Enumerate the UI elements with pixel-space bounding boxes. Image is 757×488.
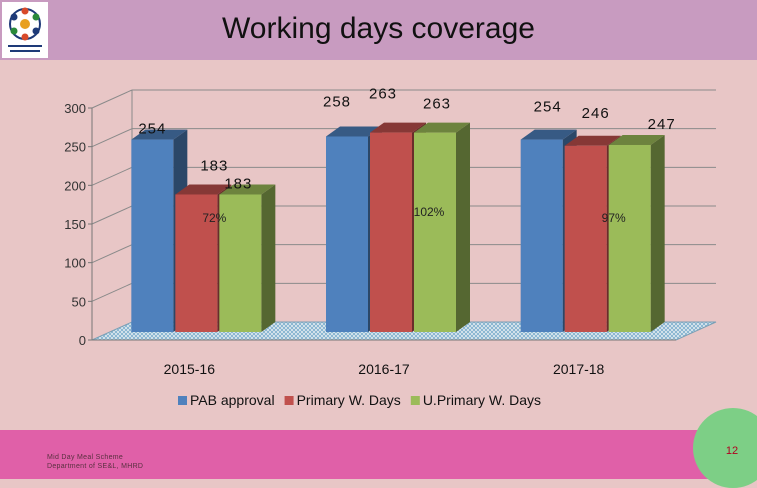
x-tick-label: 2017-18 — [553, 361, 605, 377]
percent-label: 72% — [202, 211, 226, 225]
data-label: 246 — [582, 105, 610, 122]
bar — [326, 136, 368, 332]
y-tick-label: 150 — [64, 217, 86, 232]
page-number: 12 — [718, 445, 746, 457]
y-tick-label: 50 — [72, 294, 86, 309]
footer-line-department: Department of SE&L, MHRD — [47, 462, 143, 471]
x-tick-label: 2015-16 — [164, 361, 216, 377]
bar — [414, 133, 456, 332]
data-label: 263 — [369, 86, 397, 103]
gridline-side — [92, 167, 132, 185]
legend-swatch — [411, 396, 420, 405]
y-tick-label: 200 — [64, 178, 86, 193]
y-tick-label: 250 — [64, 140, 86, 155]
bar — [521, 140, 563, 332]
bar — [370, 133, 412, 332]
gridline-side — [92, 90, 132, 108]
data-label: 247 — [648, 116, 676, 133]
footer-text: Mid Day Meal Scheme Department of SE&L, … — [47, 453, 143, 471]
gridline-side — [92, 245, 132, 263]
legend-label: PAB approval — [190, 392, 275, 408]
gridline-side — [92, 283, 132, 301]
legend-swatch — [178, 396, 187, 405]
x-tick-label: 2016-17 — [358, 361, 410, 377]
data-label: 258 — [323, 93, 351, 110]
gridline-side — [92, 129, 132, 147]
percent-label: 97% — [602, 211, 626, 225]
bar — [131, 140, 173, 332]
footer-line-scheme: Mid Day Meal Scheme — [47, 453, 143, 462]
legend-swatch — [285, 396, 294, 405]
legend-label: U.Primary W. Days — [423, 392, 541, 408]
data-label: 183 — [224, 175, 252, 192]
legend-label: Primary W. Days — [297, 392, 401, 408]
bar-side — [456, 123, 470, 332]
bar — [609, 145, 651, 332]
data-label: 254 — [534, 99, 562, 116]
y-tick-label: 100 — [64, 256, 86, 271]
data-label: 263 — [423, 96, 451, 113]
y-tick-label: 300 — [64, 101, 86, 116]
gridline-side — [92, 206, 132, 224]
data-label: 254 — [138, 121, 166, 138]
bar-side — [261, 184, 275, 332]
data-label: 183 — [200, 157, 228, 174]
y-tick-label: 0 — [79, 333, 86, 348]
bar — [565, 146, 607, 332]
percent-label: 102% — [414, 205, 445, 219]
bar-side — [651, 135, 665, 332]
